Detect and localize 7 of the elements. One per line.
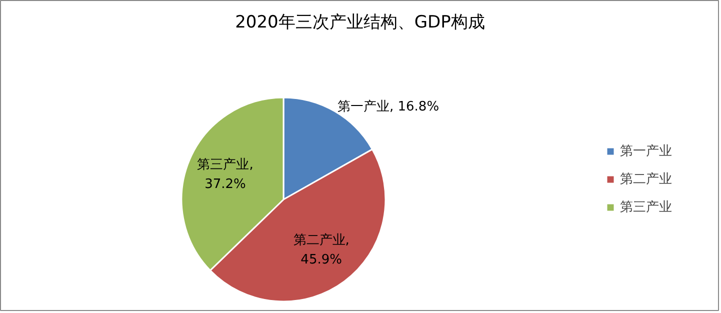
data-label: 第二产业, 45.9% [293, 232, 350, 268]
legend-label: 第二产业 [620, 171, 672, 188]
data-label: 第三产业, 37.2% [197, 158, 254, 192]
chart-title: 2020年三次产业结构、GDP构成 [235, 12, 485, 32]
data-label: 第一产业, 16.8% [337, 100, 440, 114]
legend-label: 第一产业 [620, 143, 672, 160]
legend-label: 第三产业 [620, 199, 672, 216]
